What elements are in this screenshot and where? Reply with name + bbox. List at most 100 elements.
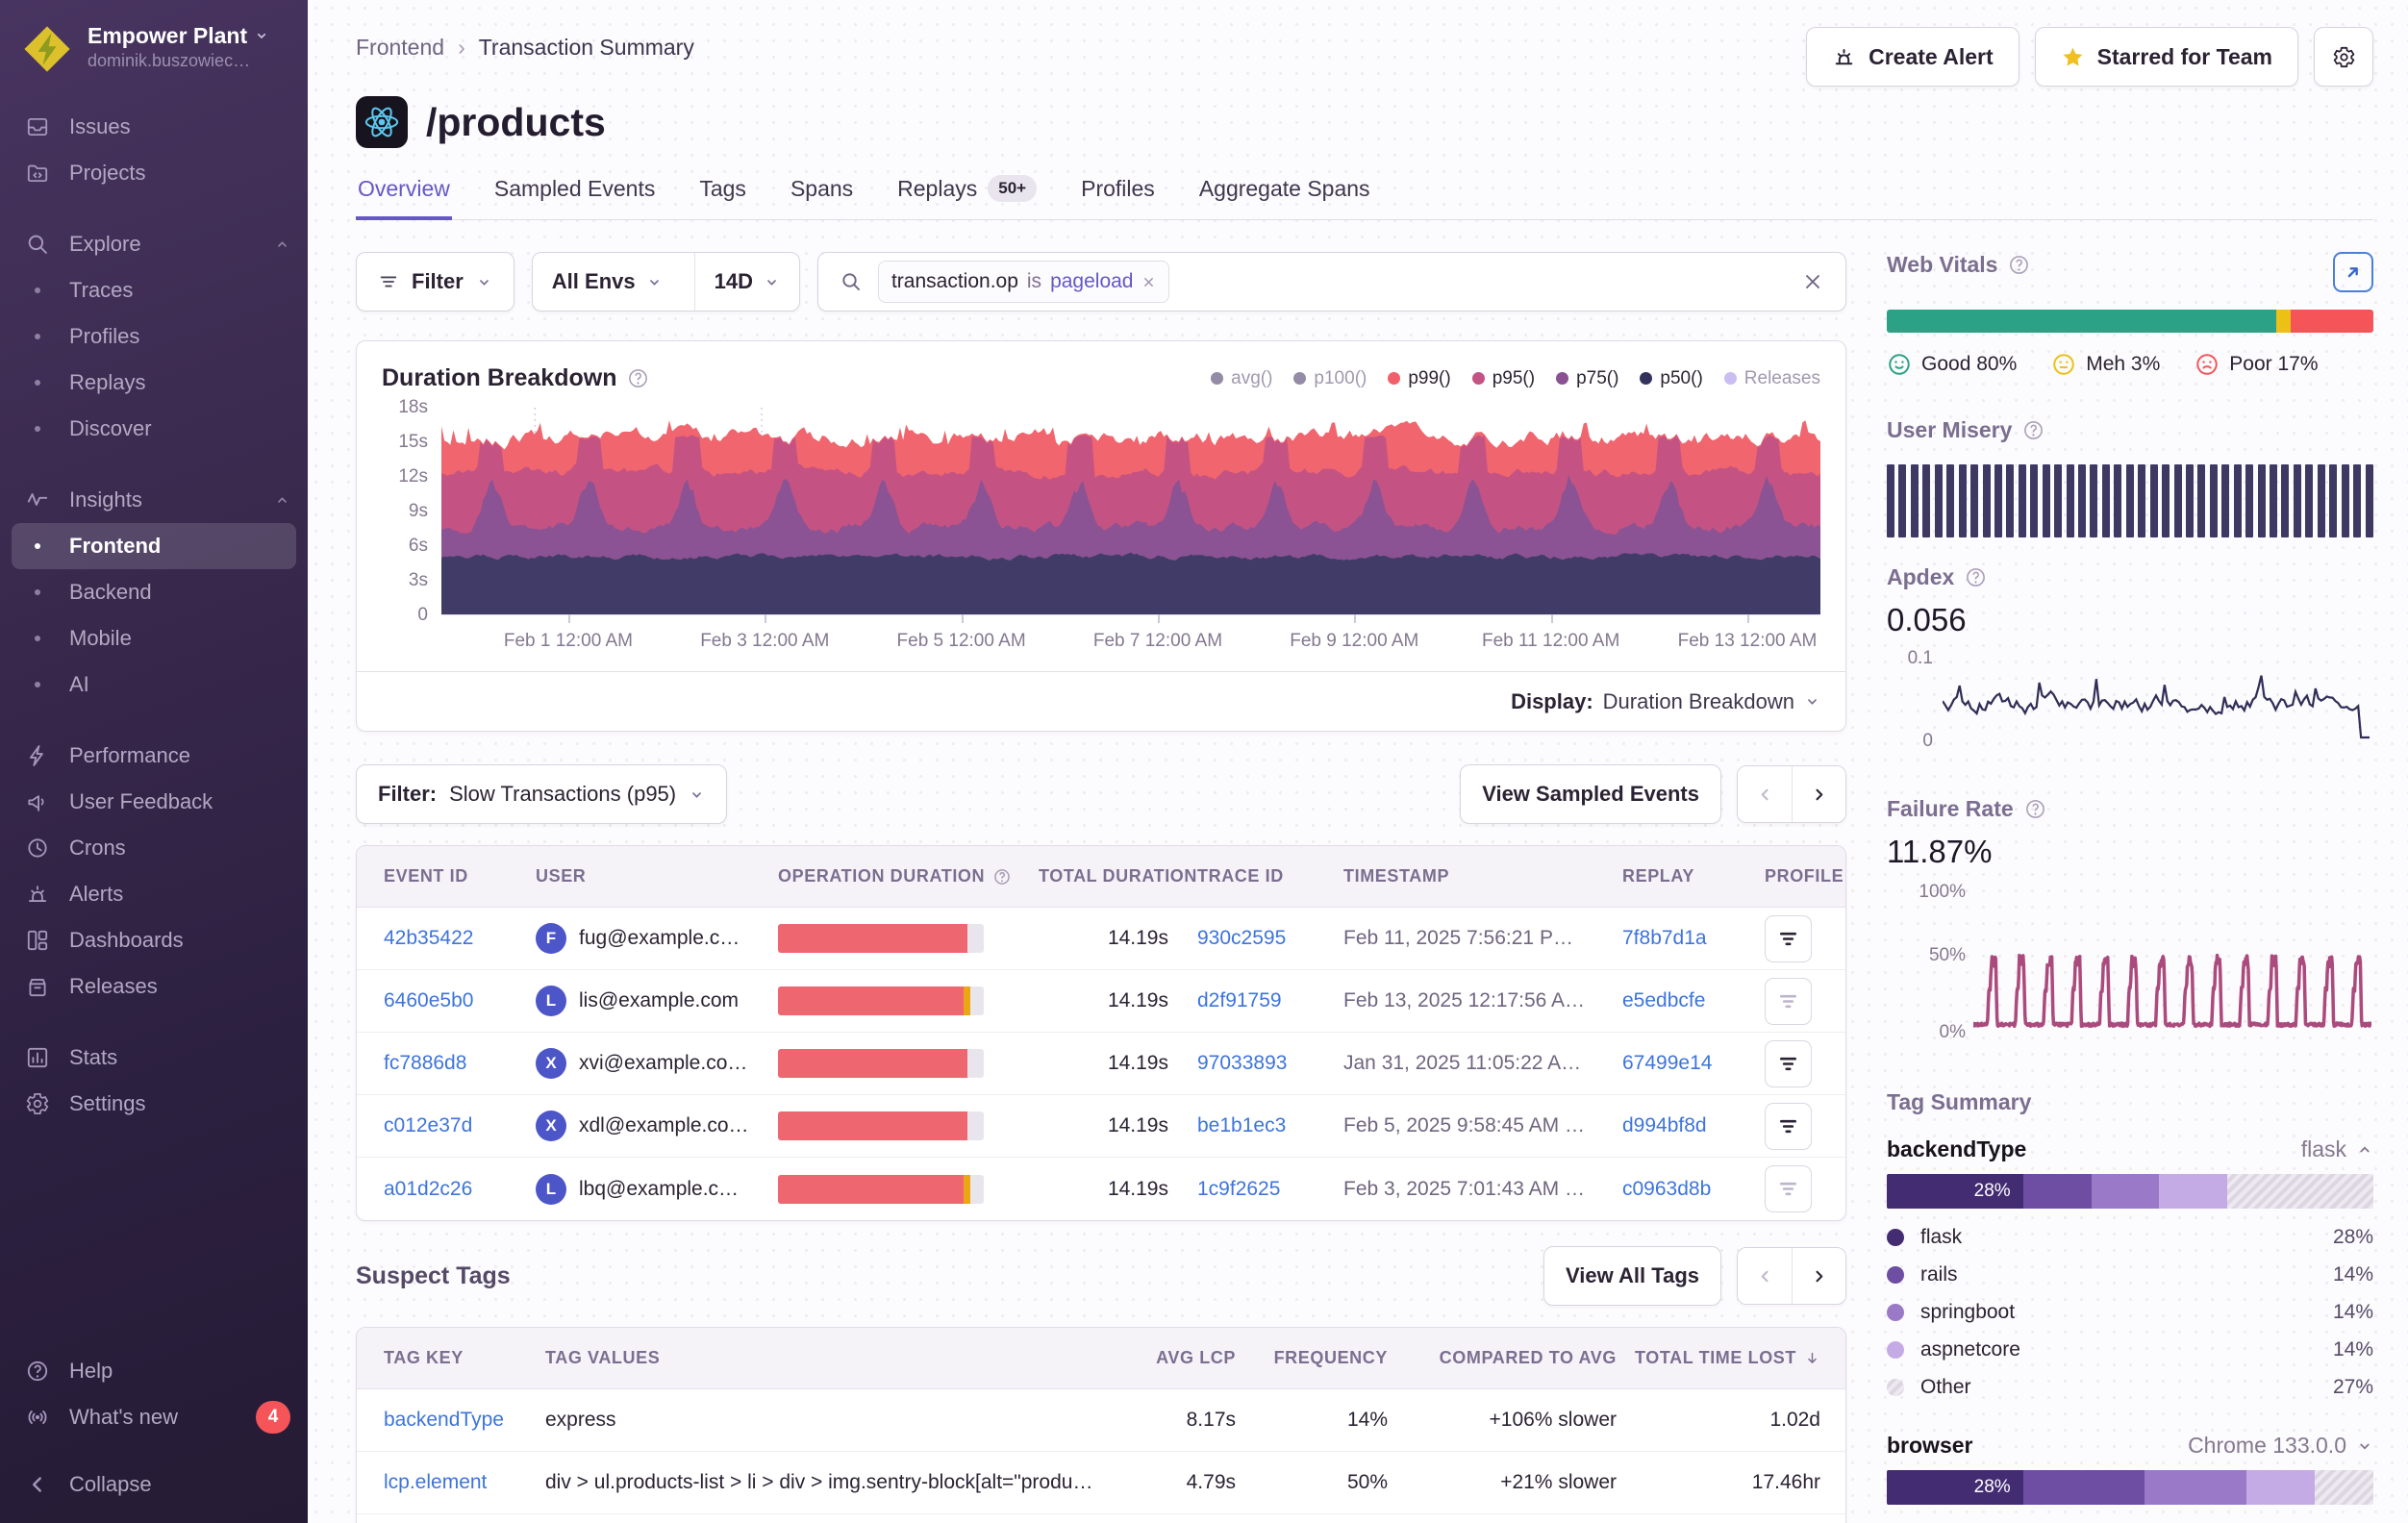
help-icon[interactable]: [2024, 798, 2046, 820]
sidebar-item-alerts[interactable]: Alerts: [0, 871, 308, 917]
help-icon[interactable]: [992, 867, 1012, 886]
column-header-trace-id[interactable]: TRACE ID: [1197, 866, 1343, 886]
sidebar-item-frontend[interactable]: Frontend: [12, 523, 296, 569]
column-header-frequency[interactable]: FREQUENCY: [1236, 1348, 1388, 1368]
sidebar-item-explore[interactable]: Explore: [0, 221, 308, 267]
search-bar[interactable]: transaction.op is pageload: [817, 252, 1846, 312]
profile-button[interactable]: [1765, 1103, 1812, 1150]
column-header-event-id[interactable]: EVENT ID: [384, 866, 536, 886]
column-header-profile[interactable]: PROFILE: [1765, 866, 1844, 886]
env-dropdown[interactable]: All Envs: [533, 253, 682, 311]
sidebar-item-ai[interactable]: AI: [0, 662, 308, 708]
tag-value-row[interactable]: flask28%: [1887, 1218, 2373, 1256]
sidebar-item-replays[interactable]: Replays: [0, 360, 308, 406]
next-page-button[interactable]: [1792, 1248, 1845, 1304]
replay-link[interactable]: 7f8b7d1a: [1622, 927, 1707, 949]
create-alert-button[interactable]: Create Alert: [1806, 27, 2019, 87]
column-header-timestamp[interactable]: TIMESTAMP: [1343, 866, 1622, 886]
tag-key-link[interactable]: lcp.element: [384, 1471, 487, 1493]
profile-button[interactable]: [1765, 915, 1812, 962]
column-header-user[interactable]: USER: [536, 866, 778, 886]
filter-dropdown[interactable]: Filter: [356, 252, 514, 312]
sidebar-item-traces[interactable]: Traces: [0, 267, 308, 313]
event-id-link[interactable]: fc7886d8: [384, 1052, 466, 1074]
sidebar-item-releases[interactable]: Releases: [0, 963, 308, 1010]
prev-page-button[interactable]: [1738, 1248, 1792, 1304]
trace-id-link[interactable]: 930c2595: [1197, 927, 1286, 949]
sidebar-item-insights[interactable]: Insights: [0, 477, 308, 523]
sidebar-item-user-feedback[interactable]: User Feedback: [0, 779, 308, 825]
tab-spans[interactable]: Spans: [789, 173, 855, 220]
trace-id-link[interactable]: 1c9f2625: [1197, 1178, 1280, 1200]
replay-link[interactable]: d994bf8d: [1622, 1114, 1707, 1136]
tab-overview[interactable]: Overview: [356, 173, 452, 220]
profile-button[interactable]: [1765, 1040, 1812, 1087]
event-id-link[interactable]: 42b35422: [384, 927, 473, 949]
period-dropdown[interactable]: 14D: [694, 253, 799, 311]
column-header-operation-duration[interactable]: OPERATION DURATION: [778, 866, 1026, 886]
profile-button[interactable]: [1765, 978, 1812, 1025]
prev-page-button[interactable]: [1738, 766, 1792, 822]
sidebar-item-stats[interactable]: Stats: [0, 1035, 308, 1081]
sidebar-item-projects[interactable]: Projects: [0, 150, 308, 196]
legend-item-p50[interactable]: p50(): [1640, 368, 1702, 389]
replay-link[interactable]: c0963d8b: [1622, 1178, 1711, 1200]
tag-value-row[interactable]: aspnetcore14%: [1887, 1331, 2373, 1368]
column-header-tag-values[interactable]: TAG VALUES: [545, 1348, 1101, 1368]
events-filter-dropdown[interactable]: Filter: Slow Transactions (p95): [356, 764, 727, 824]
sidebar-item-discover[interactable]: Discover: [0, 406, 308, 452]
sidebar-item-backend[interactable]: Backend: [0, 569, 308, 615]
tag-entry-header[interactable]: browserChrome 133.0.0: [1887, 1433, 2373, 1459]
breadcrumb-frontend[interactable]: Frontend: [356, 35, 444, 61]
help-icon[interactable]: [1965, 566, 1987, 588]
profile-button[interactable]: [1765, 1165, 1812, 1212]
legend-item-Releases[interactable]: Releases: [1724, 368, 1820, 389]
tag-value-row[interactable]: rails14%: [1887, 1256, 2373, 1293]
tag-value-row[interactable]: springboot14%: [1887, 1293, 2373, 1331]
trace-id-link[interactable]: be1b1ec3: [1197, 1114, 1286, 1136]
trace-id-link[interactable]: 97033893: [1197, 1052, 1287, 1074]
tag-key-link[interactable]: backendType: [384, 1409, 504, 1431]
sidebar-item-collapse[interactable]: Collapse: [0, 1461, 308, 1508]
legend-item-p75[interactable]: p75(): [1556, 368, 1618, 389]
sidebar-item-profiles[interactable]: Profiles: [0, 313, 308, 360]
display-selector[interactable]: Display: Duration Breakdown: [357, 671, 1845, 731]
tag-value-row[interactable]: Other27%: [1887, 1368, 2373, 1406]
sidebar-item-performance[interactable]: Performance: [0, 733, 308, 779]
legend-item-p95[interactable]: p95(): [1472, 368, 1535, 389]
column-header-tag-key[interactable]: TAG KEY: [384, 1348, 545, 1368]
sidebar-item-issues[interactable]: Issues: [0, 104, 308, 150]
event-id-link[interactable]: a01d2c26: [384, 1178, 472, 1200]
column-header-total-time-lost[interactable]: TOTAL TIME LOST: [1617, 1348, 1820, 1368]
tab-profiles[interactable]: Profiles: [1079, 173, 1157, 220]
search-token[interactable]: transaction.op is pageload: [878, 261, 1170, 303]
legend-item-p100[interactable]: p100(): [1293, 368, 1367, 389]
help-icon[interactable]: [2008, 254, 2030, 276]
tab-sampled-events[interactable]: Sampled Events: [492, 173, 657, 220]
star-for-team-button[interactable]: Starred for Team: [2035, 27, 2298, 87]
sidebar-item-mobile[interactable]: Mobile: [0, 615, 308, 662]
legend-item-p99[interactable]: p99(): [1388, 368, 1450, 389]
event-id-link[interactable]: 6460e5b0: [384, 989, 473, 1011]
settings-gear-button[interactable]: [2314, 27, 2373, 87]
tab-aggregate-spans[interactable]: Aggregate Spans: [1197, 173, 1372, 220]
tab-replays[interactable]: Replays50+: [895, 173, 1039, 220]
sidebar-item-crons[interactable]: Crons: [0, 825, 308, 871]
web-vitals-open-button[interactable]: [2333, 252, 2373, 292]
sidebar-item-what-s-new[interactable]: What's new4: [0, 1394, 308, 1440]
remove-token-icon[interactable]: [1141, 275, 1156, 289]
column-header-replay[interactable]: REPLAY: [1622, 866, 1765, 886]
replay-link[interactable]: e5edbcfe: [1622, 989, 1705, 1011]
column-header-compared-to-avg[interactable]: COMPARED TO AVG: [1388, 1348, 1617, 1368]
replay-link[interactable]: 67499e14: [1622, 1052, 1712, 1074]
help-icon[interactable]: [627, 367, 649, 389]
sidebar-item-dashboards[interactable]: Dashboards: [0, 917, 308, 963]
search-input[interactable]: [1185, 272, 1786, 291]
tag-entry-header[interactable]: backendTypeflask: [1887, 1136, 2373, 1162]
help-icon[interactable]: [2022, 419, 2044, 441]
next-page-button[interactable]: [1792, 766, 1845, 822]
column-header-avg-lcp[interactable]: AVG LCP: [1101, 1348, 1236, 1368]
view-all-tags-button[interactable]: View All Tags: [1543, 1246, 1721, 1306]
clear-search-icon[interactable]: [1801, 270, 1824, 293]
tab-tags[interactable]: Tags: [697, 173, 748, 220]
